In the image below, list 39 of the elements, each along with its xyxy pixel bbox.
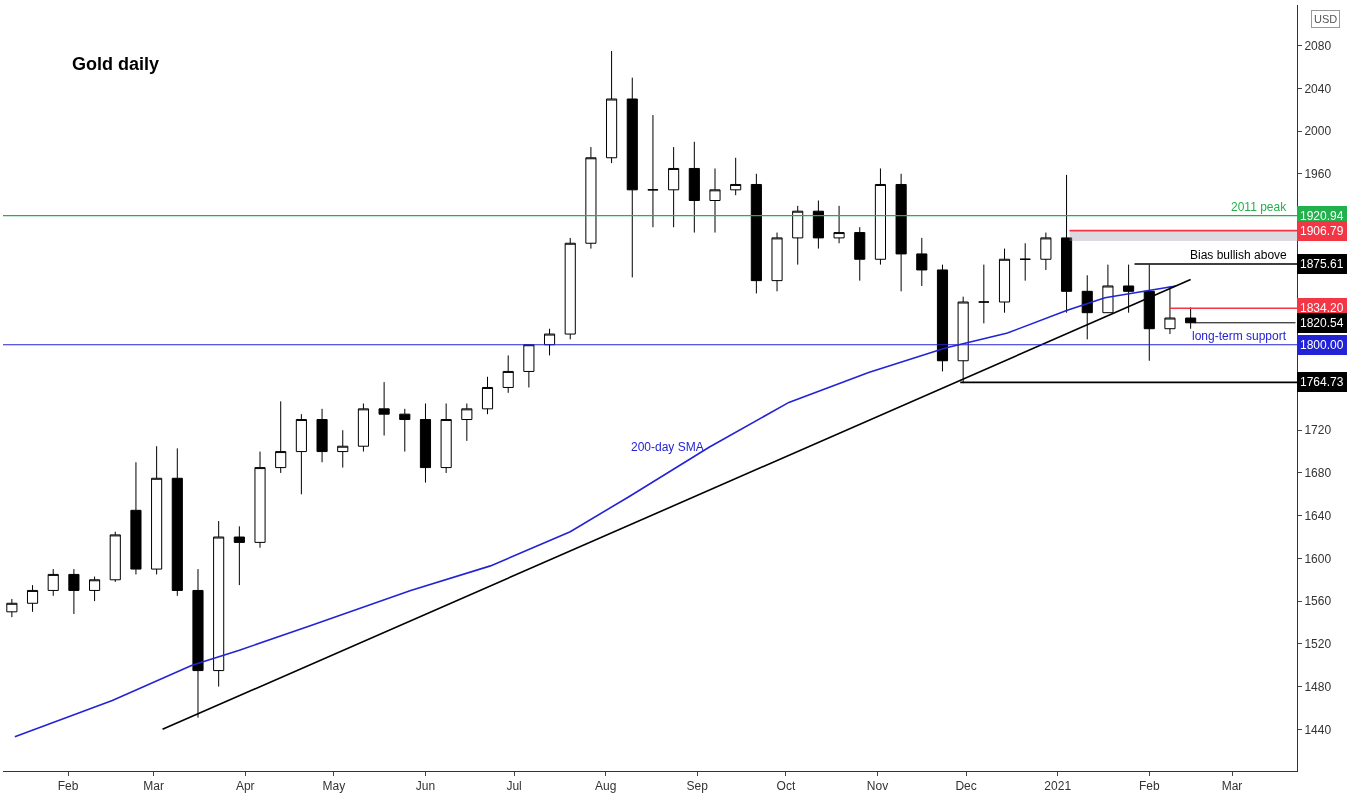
y-tick-label: 2080 (1304, 38, 1332, 53)
series-label: 200-day SMA (631, 440, 704, 454)
y-tick-label: 1720 (1304, 423, 1332, 438)
y-tick-label: 1680 (1304, 466, 1332, 481)
y-tick-label: 2000 (1304, 124, 1332, 139)
y-tick-label: 1440 (1304, 722, 1332, 737)
x-tick-label: Mar (1221, 779, 1243, 794)
annotation: 1820.54 (1300, 316, 1344, 330)
annotation: 1920.94 (1300, 209, 1344, 223)
annotation: 1800.00 (1300, 338, 1344, 352)
x-tick-label: Feb (57, 779, 79, 794)
y-tick-label: 1520 (1304, 637, 1332, 652)
ref-line-label: long-term support (1192, 329, 1287, 343)
x-tick-label: Aug (595, 779, 617, 794)
x-tick-label: Jul (506, 779, 522, 794)
x-tick-label: Jun (415, 779, 436, 794)
ref-line-label: 2011 peak (1231, 200, 1288, 214)
y-tick-label: 1960 (1304, 167, 1332, 181)
x-tick-label: Oct (776, 779, 796, 794)
x-tick-label: Nov (866, 779, 889, 794)
x-tick-label: Feb (1138, 779, 1160, 794)
y-tick-label: 1600 (1304, 551, 1332, 566)
y-tick-label: 1640 (1304, 508, 1332, 523)
x-tick-label: Sep (686, 779, 709, 794)
y-tick-label: 1480 (1304, 679, 1332, 694)
y-tick-label: 2040 (1304, 81, 1332, 96)
x-tick-label: Mar (143, 779, 165, 794)
annotation: 1906.79 (1300, 224, 1344, 238)
annotation: 1834.20 (1300, 301, 1344, 315)
annotation: 1875.61 (1300, 257, 1344, 271)
y-tick-label: 1560 (1304, 594, 1332, 609)
series-label: Bias bullish above (1190, 248, 1288, 262)
y-axis-title: USD (1314, 13, 1338, 25)
x-tick-label: Dec (955, 779, 977, 794)
annotation: 1764.73 (1300, 375, 1344, 389)
x-tick-label: Apr (235, 779, 255, 794)
x-tick-label: 2021 (1044, 779, 1072, 794)
text: Gold daily (72, 54, 160, 75)
x-tick-label: May (322, 779, 346, 794)
